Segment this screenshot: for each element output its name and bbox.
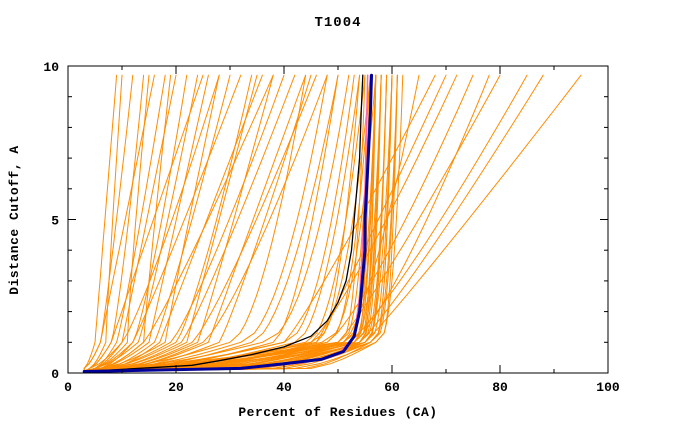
x-tick-label: 20: [168, 380, 184, 395]
x-tick-label: 80: [492, 380, 508, 395]
plot-frame: [67, 65, 609, 374]
x-axis-label: Percent of Residues (CA): [238, 405, 437, 420]
x-tick-label: 60: [384, 380, 400, 395]
y-tick-label: 0: [51, 367, 59, 382]
tick-labels: 0 20 40 60 80 100 0 5 10: [43, 60, 620, 395]
plot-area: [82, 73, 582, 373]
y-axis-label: Distance Cutoff, A: [7, 145, 22, 294]
chart-title: T1004: [314, 15, 361, 31]
y-tick-label: 10: [43, 60, 59, 75]
x-tick-label: 100: [596, 380, 620, 395]
x-tick-label: 0: [64, 380, 72, 395]
x-tick-label: 40: [276, 380, 292, 395]
y-tick-label: 5: [51, 214, 59, 229]
